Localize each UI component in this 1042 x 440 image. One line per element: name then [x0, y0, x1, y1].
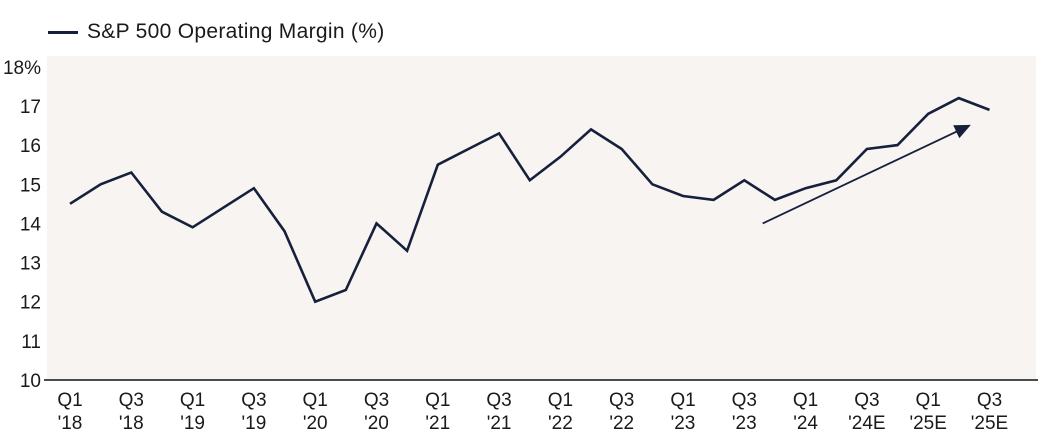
y-tick-label: 13 [20, 254, 41, 275]
x-tick-label-year: '18 [119, 413, 144, 434]
x-tick-label-year: '19 [180, 413, 205, 434]
x-tick-label-year: '25E [971, 413, 1008, 434]
x-tick-label-year: '22 [609, 413, 634, 434]
y-tick-label: 15 [20, 175, 41, 196]
x-tick-label-quarter: Q1 [57, 390, 82, 411]
x-tick-label-quarter: Q3 [977, 390, 1002, 411]
x-tick-label-quarter: Q3 [854, 390, 879, 411]
x-tick-label-year: '24 [793, 413, 818, 434]
x-tick-label-year: '20 [364, 413, 389, 434]
x-tick-label-quarter: Q1 [180, 390, 205, 411]
y-tick-label: 17 [20, 97, 41, 118]
x-tick-label-quarter: Q1 [916, 390, 941, 411]
y-tick-label: 18% [3, 58, 41, 79]
x-tick-label-year: '19 [242, 413, 267, 434]
x-tick-label-quarter: Q1 [425, 390, 450, 411]
x-tick-label-quarter: Q3 [364, 390, 389, 411]
y-tick-label: 14 [20, 214, 42, 235]
trend-arrow [762, 124, 971, 225]
x-tick-label-quarter: Q3 [732, 390, 757, 411]
legend: S&P 500 Operating Margin (%) [48, 19, 385, 45]
series-line [69, 96, 990, 304]
x-tick-label-year: '24E [848, 413, 885, 434]
x-tick-label-quarter: Q3 [241, 390, 266, 411]
x-tick-label-year: '21 [425, 413, 450, 434]
x-tick-label-year: '20 [303, 413, 328, 434]
x-tick-label-year: '23 [671, 413, 696, 434]
x-tick-label-quarter: Q1 [670, 390, 695, 411]
x-tick-label-quarter: Q3 [486, 390, 511, 411]
x-tick-label-year: '18 [58, 413, 83, 434]
x-tick-label-year: '25E [909, 413, 946, 434]
legend-label: S&P 500 Operating Margin (%) [87, 20, 385, 43]
y-tick-label: 10 [20, 371, 41, 392]
x-tick-label-year: '21 [487, 413, 512, 434]
legend-line-swatch-icon [48, 30, 78, 34]
y-tick-label: 12 [20, 293, 41, 314]
y-tick-label: 16 [20, 136, 41, 157]
plot-area-background [47, 56, 1036, 380]
x-tick-label-year: '23 [732, 413, 757, 434]
x-tick-label-year: '22 [548, 413, 573, 434]
x-tick-label-quarter: Q1 [793, 390, 818, 411]
x-tick-label-quarter: Q1 [548, 390, 573, 411]
x-tick-label-quarter: Q1 [303, 390, 328, 411]
x-tick-label-quarter: Q3 [609, 390, 634, 411]
x-tick-label-quarter: Q3 [119, 390, 144, 411]
y-tick-label: 11 [21, 332, 41, 353]
